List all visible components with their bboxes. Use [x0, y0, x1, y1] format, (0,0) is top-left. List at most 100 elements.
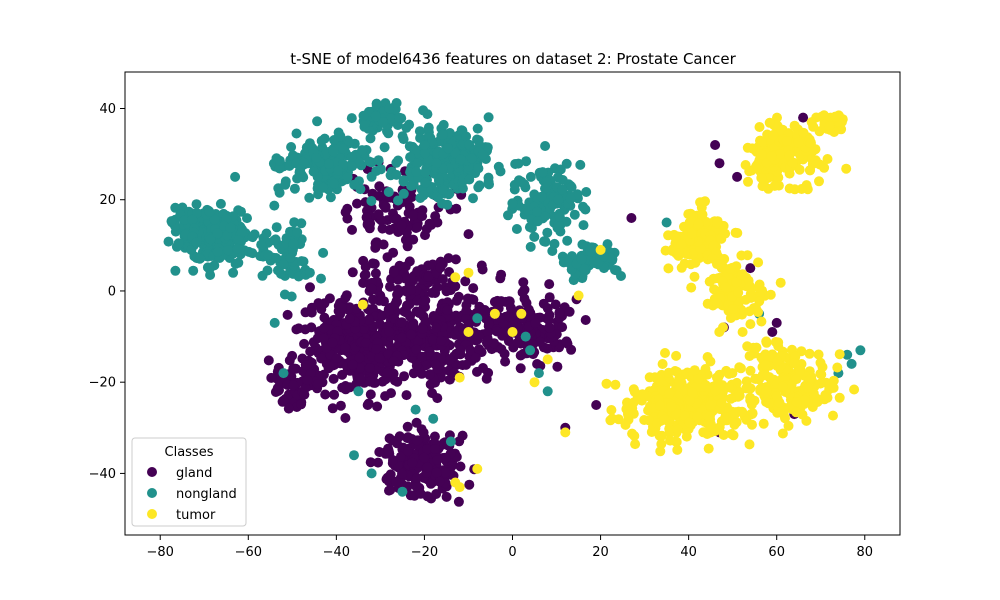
point-gland — [411, 360, 422, 371]
point-nongland — [288, 150, 298, 161]
point-tumor — [828, 375, 839, 386]
point-nongland — [412, 158, 423, 169]
point-tumor — [743, 176, 753, 187]
point-nongland — [242, 213, 252, 224]
point-gland — [552, 361, 563, 372]
point-tumor — [774, 149, 785, 159]
point-gland — [344, 313, 355, 324]
point-tumor — [764, 117, 775, 128]
point-tumor — [516, 308, 527, 319]
point-tumor — [769, 180, 780, 191]
point-nongland — [316, 135, 327, 146]
point-nongland — [553, 172, 563, 183]
point-gland — [420, 230, 430, 241]
point-tumor — [705, 419, 716, 430]
point-tumor — [644, 372, 655, 383]
y-tick-label: 40 — [99, 102, 116, 117]
point-gland — [530, 318, 541, 329]
point-gland — [417, 211, 428, 222]
point-nongland — [191, 199, 202, 210]
point-nongland — [289, 183, 300, 194]
point-gland — [580, 315, 591, 325]
point-gland — [340, 342, 351, 353]
point-gland — [431, 322, 441, 333]
legend: Classes gland nongland tumor — [131, 437, 247, 527]
point-tumor — [806, 117, 817, 128]
point-gland — [482, 335, 493, 346]
point-gland — [385, 281, 395, 292]
point-tumor — [775, 277, 786, 288]
point-nongland — [292, 227, 303, 238]
point-nongland — [576, 254, 587, 265]
point-nongland — [473, 182, 484, 193]
point-nongland — [525, 241, 536, 252]
x-tick-label: −20 — [411, 545, 438, 560]
legend-label-nongland: nongland — [176, 487, 237, 502]
point-gland — [561, 336, 572, 347]
point-nongland — [473, 163, 484, 174]
point-tumor — [681, 431, 692, 442]
point-nongland — [420, 177, 431, 188]
point-tumor — [560, 427, 571, 438]
point-gland — [284, 355, 295, 366]
point-gland — [470, 352, 481, 363]
point-nongland — [585, 246, 596, 257]
point-tumor — [726, 429, 737, 439]
point-nongland — [406, 180, 417, 191]
point-nongland — [296, 218, 307, 229]
point-gland — [463, 229, 474, 240]
point-nongland — [205, 270, 216, 280]
point-nongland — [529, 231, 540, 242]
point-tumor — [745, 319, 756, 330]
point-tumor — [454, 372, 465, 383]
point-gland — [465, 345, 476, 356]
point-tumor — [772, 356, 783, 367]
point-tumor — [814, 176, 824, 187]
point-tumor — [357, 299, 368, 310]
point-nongland — [261, 228, 272, 239]
point-gland — [396, 332, 407, 343]
point-gland — [327, 337, 338, 348]
point-gland — [370, 268, 381, 279]
point-nongland — [855, 345, 866, 356]
point-gland — [411, 417, 422, 428]
point-gland — [402, 421, 413, 432]
point-nongland — [371, 166, 382, 176]
point-gland — [340, 413, 351, 423]
point-nongland — [411, 166, 422, 177]
point-tumor — [655, 446, 666, 457]
point-tumor — [463, 327, 474, 337]
point-tumor — [709, 284, 720, 295]
point-gland — [372, 401, 383, 412]
point-tumor — [601, 378, 612, 389]
point-gland — [274, 385, 284, 396]
point-gland — [417, 351, 427, 362]
point-nongland — [204, 207, 215, 217]
point-nongland — [562, 235, 573, 246]
point-tumor — [740, 160, 751, 170]
point-tumor — [754, 296, 765, 307]
point-tumor — [713, 372, 724, 383]
point-gland — [392, 376, 403, 387]
point-tumor — [712, 217, 722, 228]
point-tumor — [692, 411, 703, 422]
point-tumor — [743, 383, 754, 394]
point-tumor — [812, 397, 823, 407]
point-gland — [544, 279, 555, 290]
point-nongland — [477, 149, 488, 160]
point-gland — [451, 295, 462, 306]
point-nongland — [521, 156, 532, 167]
point-nongland — [209, 214, 220, 225]
point-tumor — [799, 395, 810, 406]
point-tumor — [450, 272, 461, 283]
point-nongland — [386, 113, 397, 124]
point-nongland — [205, 234, 216, 245]
point-gland — [319, 323, 330, 333]
point-nongland — [271, 253, 282, 263]
point-tumor — [689, 271, 700, 282]
point-nongland — [398, 134, 409, 145]
point-tumor — [686, 259, 696, 270]
point-gland — [371, 240, 382, 251]
point-tumor — [703, 443, 714, 454]
point-nongland — [394, 112, 405, 123]
